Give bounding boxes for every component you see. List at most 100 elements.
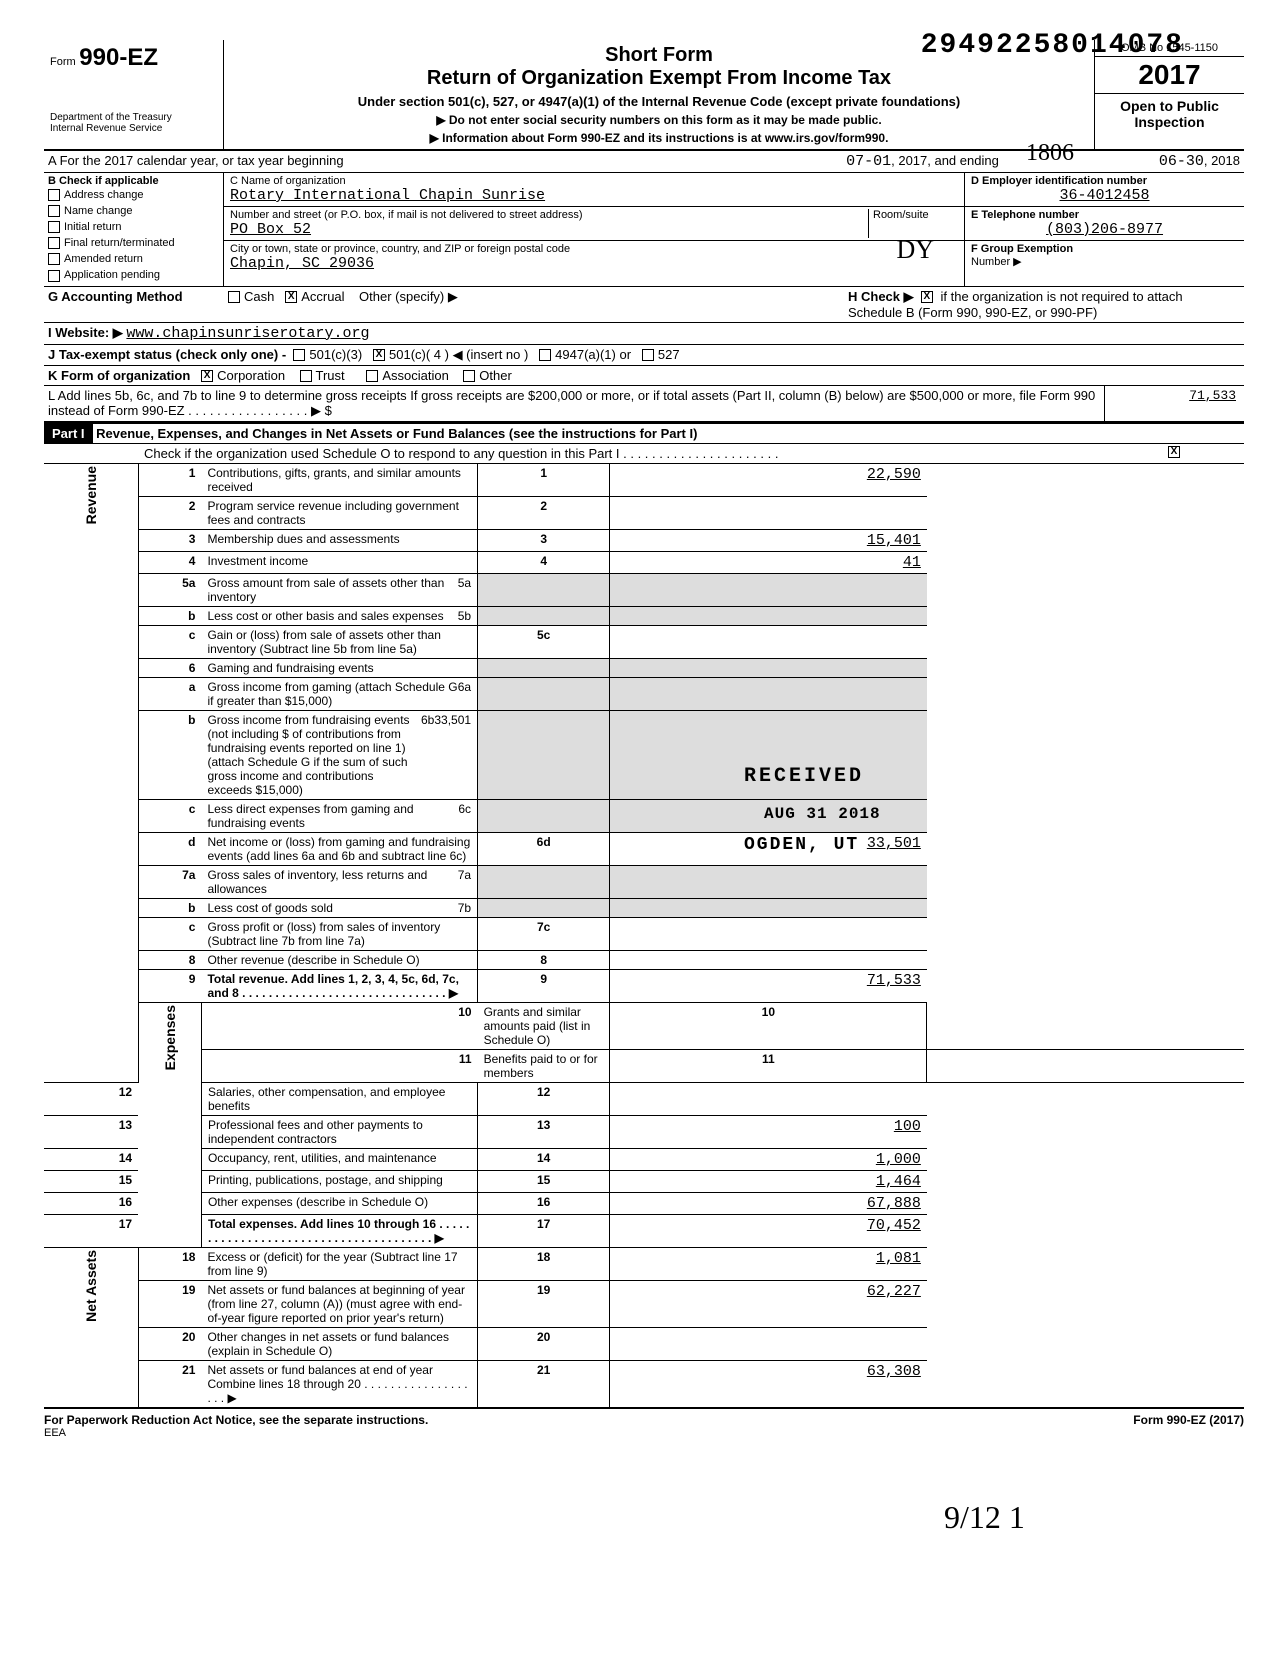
- ln3-amt: 15,401: [610, 529, 927, 551]
- chk-527[interactable]: [642, 349, 654, 361]
- instruction-1: Do not enter social security numbers on …: [234, 113, 1084, 127]
- footer-left: For Paperwork Reduction Act Notice, see …: [44, 1413, 428, 1427]
- ln20-num: 20: [138, 1327, 201, 1360]
- ln6b-desc: Gross income from fundraising events (no…: [207, 713, 421, 797]
- section-b-label: B Check if applicable: [48, 175, 219, 187]
- ln19-box: 19: [478, 1280, 610, 1327]
- chk-amended[interactable]: [48, 253, 60, 265]
- ln14-desc: Occupancy, rent, utilities, and maintena…: [201, 1148, 477, 1170]
- ln2-desc: Program service revenue including govern…: [201, 496, 477, 529]
- ln14-amt: 1,000: [610, 1148, 927, 1170]
- ty-begin: 07-01: [846, 153, 891, 170]
- ln17-amt: 70,452: [610, 1214, 927, 1247]
- ln20-amt: [610, 1327, 927, 1360]
- lbl-4947: 4947(a)(1) or: [555, 347, 631, 362]
- section-g-label: G Accounting Method: [48, 289, 183, 304]
- chk-assoc[interactable]: [366, 370, 378, 382]
- lbl-assoc: Association: [382, 368, 448, 383]
- ln6a-num: a: [138, 677, 201, 711]
- section-f-label: F Group Exemption: [971, 243, 1238, 255]
- ln6c-desc: Less direct expenses from gaming and fun…: [207, 802, 458, 830]
- ln5b-num: b: [138, 607, 201, 626]
- street-label: Number and street (or P.O. box, if mail …: [230, 209, 868, 221]
- website: www.chapinsunriserotary.org: [126, 325, 369, 342]
- line-a-prefix: A For the 2017 calendar year, or tax yea…: [48, 153, 344, 170]
- form-subtitle: Under section 501(c), 527, or 4947(a)(1)…: [234, 94, 1084, 109]
- chk-name-change[interactable]: [48, 205, 60, 217]
- chk-501c[interactable]: X: [373, 349, 385, 361]
- handwritten-bottom: 9/12 1: [944, 1499, 1288, 1536]
- ln7a-shade: [478, 865, 610, 899]
- ln2-num: 2: [138, 496, 201, 529]
- ln15-box: 15: [478, 1170, 610, 1192]
- ln6-shade: [478, 658, 610, 677]
- chk-4947[interactable]: [539, 349, 551, 361]
- ln18-desc: Excess or (deficit) for the year (Subtra…: [201, 1247, 477, 1280]
- row-k: K Form of organization XCorporation Trus…: [44, 366, 1244, 386]
- section-k-label: K Form of organization: [48, 368, 190, 383]
- ln6d-desc: Net income or (loss) from gaming and fun…: [201, 833, 477, 866]
- ln5b-shade: [478, 607, 610, 626]
- chk-final-return[interactable]: [48, 237, 60, 249]
- chk-initial-return[interactable]: [48, 221, 60, 233]
- chk-other-org[interactable]: [463, 370, 475, 382]
- ln18-box: 18: [478, 1247, 610, 1280]
- ln6a-desc: Gross income from gaming (attach Schedul…: [207, 680, 457, 708]
- ein: 36-4012458: [971, 187, 1238, 204]
- ln5b-ibox: 5b: [458, 609, 471, 623]
- ln5b-shade-amt: [610, 607, 927, 626]
- ln6b-iamt: 33,501: [434, 713, 471, 797]
- form-title: Return of Organization Exempt From Incom…: [234, 67, 1084, 90]
- lbl-trust: Trust: [316, 368, 345, 383]
- stamp-received: RECEIVED: [744, 765, 864, 788]
- footer-eea: EEA: [44, 1427, 1244, 1439]
- chk-accrual[interactable]: X: [285, 291, 297, 303]
- city-label: City or town, state or province, country…: [230, 243, 958, 255]
- street: PO Box 52: [230, 221, 868, 238]
- chk-trust[interactable]: [300, 370, 312, 382]
- ln17-box: 17: [478, 1214, 610, 1247]
- ln7a-num: 7a: [138, 865, 201, 899]
- chk-app-pending[interactable]: [48, 270, 60, 282]
- ln9-desc: Total revenue. Add lines 1, 2, 3, 4, 5c,…: [207, 972, 458, 1000]
- ln8-desc: Other revenue (describe in Schedule O): [201, 950, 477, 969]
- ln20-box: 20: [478, 1327, 610, 1360]
- part1-title: Revenue, Expenses, and Changes in Net As…: [96, 426, 697, 441]
- row-i: I Website: ▶ www.chapinsunriserotary.org: [44, 323, 1244, 345]
- chk-schedule-b[interactable]: X: [921, 291, 933, 303]
- row-g-h: G Accounting Method Cash XAccrual Other …: [44, 287, 1244, 323]
- ln9-box: 9: [478, 969, 610, 1002]
- section-f-number: Number ▶: [971, 255, 1238, 268]
- ln5a-desc: Gross amount from sale of assets other t…: [207, 576, 457, 604]
- stamp-date: AUG 31 2018: [764, 805, 881, 823]
- chk-address-change[interactable]: [48, 189, 60, 201]
- ln7b-ibox: 7b: [458, 901, 471, 915]
- entity-block: B Check if applicable Address change Nam…: [44, 173, 1244, 287]
- dept-treasury: Department of the Treasury: [50, 112, 217, 123]
- ln11-box: 11: [610, 1049, 927, 1082]
- city: Chapin, SC 29036: [230, 255, 958, 272]
- ln12-desc: Salaries, other compensation, and employ…: [201, 1082, 477, 1115]
- ln6-num: 6: [138, 658, 201, 677]
- handwritten-code: 1806: [1026, 140, 1074, 167]
- chk-501c3[interactable]: [293, 349, 305, 361]
- ln18-amt: 1,081: [610, 1247, 927, 1280]
- ty-end-year: , 2018: [1204, 153, 1240, 170]
- org-name: Rotary International Chapin Sunrise: [230, 187, 958, 204]
- lbl-acct-other: Other (specify) ▶: [359, 289, 458, 304]
- ln13-box: 13: [478, 1115, 610, 1148]
- lbl-other-org: Other: [479, 368, 512, 383]
- ln17-num: 17: [44, 1214, 138, 1247]
- ln5a-shade: [478, 573, 610, 607]
- ln6a-shade-amt: [610, 677, 927, 711]
- ln13-desc: Professional fees and other payments to …: [201, 1115, 477, 1148]
- ln15-num: 15: [44, 1170, 138, 1192]
- ln7c-desc: Gross profit or (loss) from sales of inv…: [201, 918, 477, 951]
- chk-cash[interactable]: [228, 291, 240, 303]
- ln6-shade-amt: [610, 658, 927, 677]
- chk-corp[interactable]: X: [201, 370, 213, 382]
- line-l-amount: 71,533: [1104, 386, 1244, 421]
- phone: (803)206-8977: [971, 221, 1238, 238]
- chk-schedule-o[interactable]: X: [1168, 446, 1180, 458]
- ln12-amt: [610, 1082, 927, 1115]
